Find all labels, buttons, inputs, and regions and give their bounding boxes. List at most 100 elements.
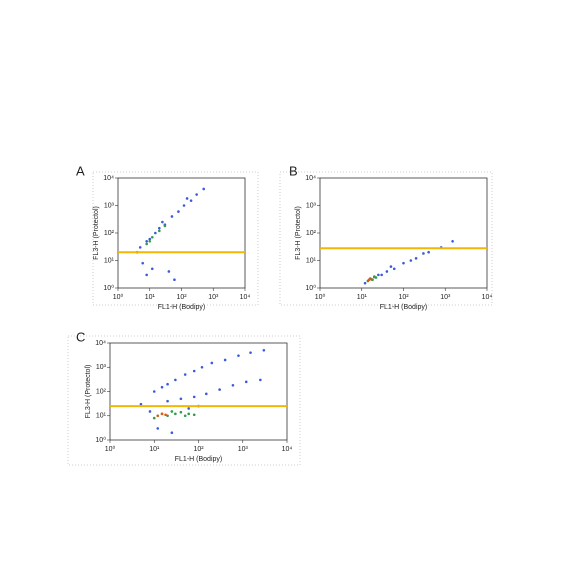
y-tick-label: 10³ [104,202,115,209]
event-dot [451,239,454,243]
x-tick-label: 10³ [440,294,451,301]
event-dot [183,373,187,376]
event-dot [158,229,161,233]
x-tick-label: 10² [176,294,187,301]
y-axis-label: FL3-H (Protectol) [85,365,92,419]
event-dot [145,239,148,243]
y-tick-label: 10² [104,230,115,237]
panel-frame [67,335,301,466]
event-dot [210,361,214,365]
event-dot [174,378,177,382]
panel-label: A [76,163,85,178]
event-dot [262,349,266,352]
event-dot [231,384,235,387]
event-dot [173,278,176,282]
event-dot [202,187,205,191]
panel-frame [279,171,493,306]
event-dot [174,412,177,416]
x-tick-label: 10⁴ [282,446,293,453]
event-dot [164,413,167,417]
event-dot [145,242,148,246]
event-dot [259,378,262,382]
y-tick-label: 10² [306,230,317,237]
event-dot [218,388,221,391]
event-dot [200,365,204,369]
y-tick-label: 10¹ [306,257,317,264]
event-dot [179,410,183,414]
x-tick-label: 10⁴ [240,294,251,301]
event-dot [422,252,425,255]
event-dot [163,224,167,228]
x-tick-label: 10¹ [149,446,160,453]
x-tick-label: 10¹ [145,294,156,301]
y-tick-label: 10² [96,388,107,395]
event-dot [138,246,142,249]
event-dot [414,257,418,260]
event-dot [367,278,371,282]
event-dot [160,385,164,389]
y-tick-label: 10⁴ [305,175,316,182]
event-dot [154,231,157,235]
event-dot [380,273,383,277]
event-dot [161,220,164,224]
event-dot [182,204,186,207]
event-dot [152,390,156,393]
event-dot [427,250,430,254]
event-dot [237,354,240,357]
event-dot [192,369,196,373]
event-dot [402,261,405,265]
event-dot [145,273,148,277]
x-axis-label: FL1-H (Bodipy) [175,456,222,463]
y-tick-label: 10⁰ [305,284,316,292]
event-dot [150,267,154,271]
event-dot [409,259,413,262]
event-dot [223,358,227,362]
panel-label: B [289,163,298,178]
event-dot [370,277,373,281]
event-dot [167,270,171,273]
event-dot [183,414,187,418]
panel-label: C [76,329,85,344]
x-axis-label: FL1-H (Bodipy) [380,304,427,311]
event-dot [166,382,169,386]
x-axis-label: FL1-H (Bodipy) [158,304,205,311]
y-tick-label: 10⁰ [95,436,106,444]
event-dot [152,416,156,420]
event-dot [156,414,160,418]
event-dot [385,270,389,273]
y-tick-label: 10⁴ [95,340,106,347]
event-dot [192,395,196,399]
event-dot [158,226,161,230]
y-tick-label: 10¹ [96,413,107,420]
y-tick-label: 10¹ [104,257,115,264]
x-tick-label: 10⁰ [315,293,326,301]
event-dot [177,210,180,213]
event-dot [156,427,160,430]
y-tick-label: 10⁴ [103,175,114,182]
event-dot [170,431,174,435]
x-tick-label: 10⁴ [482,294,493,301]
event-dot [244,380,248,384]
event-dot [204,392,208,396]
event-dot [170,410,174,413]
x-tick-label: 10² [398,294,409,301]
event-dot [166,399,169,403]
event-dot [160,412,164,416]
x-tick-label: 10³ [208,294,219,301]
x-tick-label: 10⁰ [105,445,116,453]
event-dot [141,261,145,265]
x-tick-label: 10² [193,446,204,453]
plot-frame [109,342,288,441]
event-dot [363,281,367,285]
event-dot [195,193,198,196]
y-tick-label: 10³ [306,202,317,209]
event-dot [389,265,393,268]
event-dot [179,397,183,401]
event-dot [249,351,252,354]
event-dot [170,215,174,218]
y-tick-label: 10³ [96,364,107,371]
event-dot [392,267,396,271]
event-dot [148,410,152,413]
plot-frame [319,177,488,289]
